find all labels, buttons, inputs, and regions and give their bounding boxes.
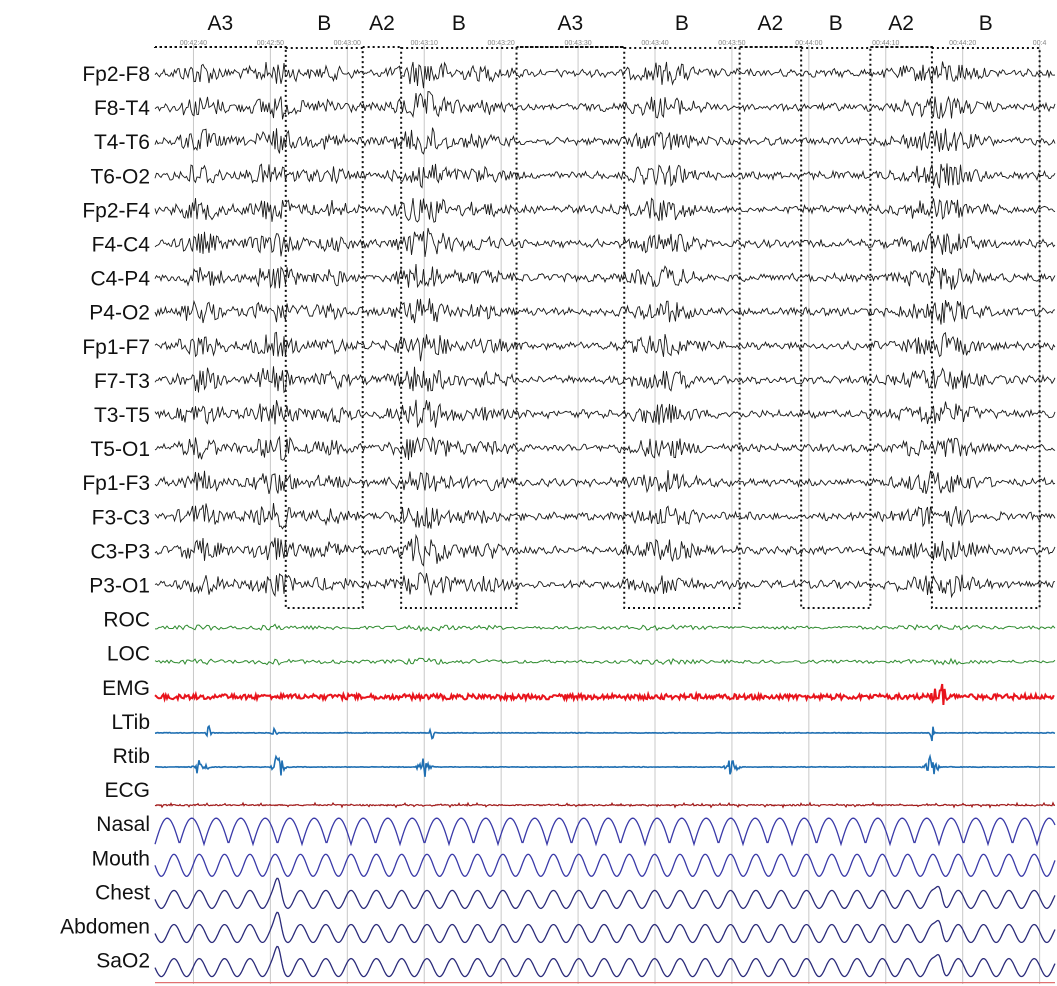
time-tick-label: 00:44:00 <box>795 40 822 47</box>
trace-c4-p4 <box>154 263 1056 291</box>
channel-label-nasal: Nasal <box>96 813 150 836</box>
channel-label-chest: Chest <box>95 881 150 904</box>
channel-label-abdomen: Abdomen <box>60 916 150 939</box>
channel-label-fp2-f4: Fp2-F4 <box>82 199 150 222</box>
time-tick-label: 00:43:10 <box>411 40 438 47</box>
channel-label-p3-o1: P3-O1 <box>89 575 150 598</box>
time-tick-label: 00:4 <box>1033 40 1047 47</box>
phase-label-b: B <box>675 12 689 35</box>
trace-t5-o1 <box>154 435 1056 461</box>
trace-nasal <box>154 817 1056 847</box>
phase-box-7 <box>800 47 872 609</box>
phase-label-a3: A3 <box>208 12 234 35</box>
channel-label-f8-t4: F8-T4 <box>94 97 150 120</box>
trace-chest <box>154 877 1056 910</box>
phase-label-b: B <box>317 12 331 35</box>
trace-f4-c4 <box>154 227 1056 257</box>
phase-annotations: A3 B A2 B A3 B A2 B A2 B <box>154 12 1041 609</box>
trace-f8-t4 <box>154 90 1056 120</box>
trace-t6-o2 <box>154 163 1056 189</box>
trace-p4-o2 <box>154 298 1056 325</box>
channel-label-rtib: Rtib <box>113 745 150 768</box>
phase-label-b: B <box>979 12 993 35</box>
channel-label-t6-o2: T6-O2 <box>90 165 150 188</box>
trace-rtib <box>155 753 1056 777</box>
phase-label-a2: A2 <box>369 12 395 35</box>
phase-label-a2: A2 <box>758 12 784 35</box>
trace-ltib <box>154 724 1056 742</box>
channel-label-sao2: SaO2 <box>96 950 150 973</box>
trace-t4-t6 <box>154 127 1056 155</box>
channel-label-t3-t5: T3-T5 <box>94 404 150 427</box>
phase-label-a2: A2 <box>888 12 914 35</box>
trace-loc <box>154 657 1056 666</box>
channel-label-loc: LOC <box>107 643 150 666</box>
phase-box-1 <box>284 47 364 609</box>
channel-label-ecg: ECG <box>104 779 150 802</box>
phase-box-9 <box>930 47 1041 609</box>
trace-fp2-f4 <box>154 197 1056 223</box>
channel-label-f7-t3: F7-T3 <box>94 370 150 393</box>
channel-label-c3-p3: C3-P3 <box>90 540 150 563</box>
channel-label-fp1-f7: Fp1-F7 <box>82 336 150 359</box>
trace-sao2 <box>154 945 1056 978</box>
channel-label-t4-t6: T4-T6 <box>94 131 150 154</box>
time-tick-label: 00:44:10 <box>872 40 899 47</box>
time-tick-label: 00:44:20 <box>949 40 976 47</box>
trace-mouth <box>154 853 1056 877</box>
time-tick-label: 00:43:40 <box>641 40 668 47</box>
channel-label-t5-o1: T5-O1 <box>90 438 150 461</box>
channel-label-emg: EMG <box>102 677 150 700</box>
channel-label-fp1-f3: Fp1-F3 <box>82 472 150 495</box>
trace-fp2-f8 <box>154 61 1056 89</box>
time-tick-label: 00:43:00 <box>334 40 361 47</box>
channel-label-mouth: Mouth <box>92 847 150 870</box>
channel-label-p4-o2: P4-O2 <box>89 302 150 325</box>
phase-label-b: B <box>452 12 466 35</box>
time-grid: 00:42:40 00:42:50 00:43:00 00:43:10 00:43:20… <box>180 40 1047 984</box>
time-tick-label: 00:43:30 <box>564 40 591 47</box>
trace-f3-c3 <box>154 502 1056 530</box>
channel-labels: Fp2-F8 F8-T4 T4-T6 T6-O2 Fp2-F4 F4-C4 C4-P4 P4-… <box>60 63 150 973</box>
channel-label-f4-c4: F4-C4 <box>92 234 151 257</box>
phase-label-b: B <box>829 12 843 35</box>
channel-label-c4-p4: C4-P4 <box>90 268 150 291</box>
time-tick-label: 00:43:50 <box>718 40 745 47</box>
trace-p3-o1 <box>154 572 1056 599</box>
trace-c3-p3 <box>154 533 1056 567</box>
time-tick-label: 00:42:40 <box>180 40 207 47</box>
trace-fp1-f3 <box>154 470 1056 495</box>
channel-label-ltib: LTib <box>111 711 150 734</box>
trace-abdomen <box>154 911 1056 944</box>
trace-f7-t3 <box>154 366 1056 394</box>
phase-label-a3: A3 <box>558 12 584 35</box>
phase-box-5 <box>623 47 741 609</box>
trace-roc <box>155 623 1056 633</box>
trace-ecg <box>154 801 1056 809</box>
trace-t3-t5 <box>154 399 1056 429</box>
trace-emg <box>154 683 1055 705</box>
time-tick-label: 00:43:20 <box>488 40 515 47</box>
channel-label-f3-c3: F3-C3 <box>92 506 150 529</box>
channel-label-roc: ROC <box>103 609 150 632</box>
time-tick-label: 00:42:50 <box>257 40 284 47</box>
channel-label-fp2-f8: Fp2-F8 <box>82 63 150 86</box>
trace-fp1-f7 <box>154 331 1056 362</box>
channel-traces: 95 <box>154 61 1056 984</box>
phase-box-3 <box>400 47 518 609</box>
